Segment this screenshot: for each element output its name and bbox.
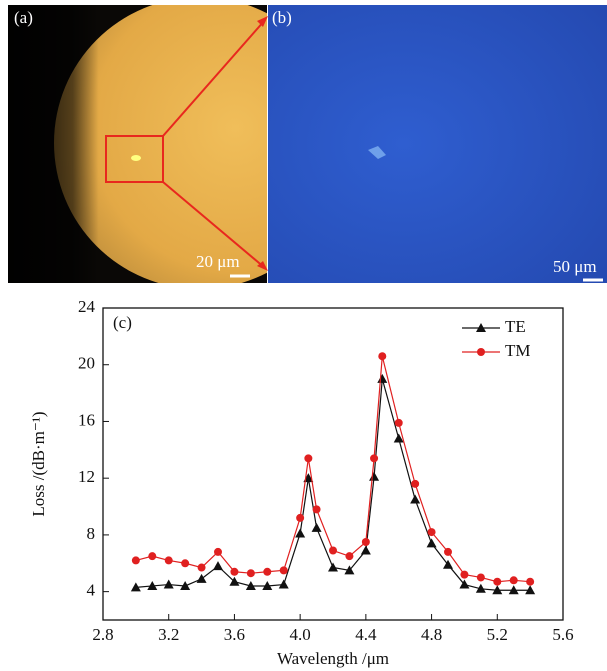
x-tick-label: 3.2 [158, 625, 179, 644]
marker [197, 574, 207, 583]
marker [132, 556, 140, 564]
legend-label: TE [505, 317, 526, 336]
legend-label: TM [505, 341, 531, 360]
marker [370, 454, 378, 462]
marker [213, 561, 223, 570]
x-tick-label: 3.6 [224, 625, 245, 644]
marker [312, 523, 322, 532]
marker [361, 546, 371, 555]
marker [427, 538, 437, 547]
x-axis-label: Wavelength /μm [277, 649, 389, 668]
marker [362, 538, 370, 546]
marker [460, 571, 468, 579]
marker [477, 348, 485, 356]
marker [444, 548, 452, 556]
marker [411, 480, 419, 488]
marker [181, 559, 189, 567]
marker [263, 568, 271, 576]
y-axis-label: Loss /(dB·m⁻¹) [29, 411, 48, 516]
marker [247, 569, 255, 577]
marker [296, 514, 304, 522]
marker [165, 556, 173, 564]
marker [304, 454, 312, 462]
marker [148, 552, 156, 560]
marker [345, 552, 353, 560]
marker [477, 573, 485, 581]
x-tick-label: 2.8 [92, 625, 113, 644]
marker [378, 352, 386, 360]
y-tick-label: 20 [78, 354, 95, 373]
y-tick-label: 24 [78, 297, 96, 316]
figure: (a) 20 μm (b) 50 μm (c) Wavelength /μm L… [0, 0, 607, 671]
y-tick-label: 4 [87, 581, 96, 600]
y-tick-label: 8 [87, 524, 96, 543]
marker [230, 568, 238, 576]
marker [164, 580, 174, 589]
panel-label: (a) [14, 8, 33, 27]
marker [329, 547, 337, 555]
panel-b: (b) 50 μm [268, 5, 607, 283]
y-tick-label: 16 [78, 410, 95, 429]
series-line [136, 379, 530, 590]
marker [279, 580, 289, 589]
marker [328, 563, 338, 572]
marker [510, 576, 518, 584]
x-tick-label: 4.8 [421, 625, 442, 644]
marker [377, 374, 387, 383]
marker [313, 505, 321, 513]
marker [428, 528, 436, 536]
panel-label: (b) [272, 8, 292, 27]
scale-bar-label: 50 μm [553, 257, 597, 276]
marker [214, 548, 222, 556]
marker [280, 566, 288, 574]
panel-label: (c) [113, 313, 132, 332]
x-tick-label: 5.2 [487, 625, 508, 644]
x-tick-label: 4.4 [355, 625, 377, 644]
x-tick-label: 4.0 [290, 625, 311, 644]
marker [198, 564, 206, 572]
y-tick-label: 12 [78, 467, 95, 486]
scale-bar-label: 20 μm [196, 252, 240, 271]
plot-frame [103, 308, 563, 620]
x-tick-label: 5.6 [552, 625, 573, 644]
marker [369, 472, 379, 481]
marker [395, 419, 403, 427]
marker [526, 578, 534, 586]
marker [493, 578, 501, 586]
